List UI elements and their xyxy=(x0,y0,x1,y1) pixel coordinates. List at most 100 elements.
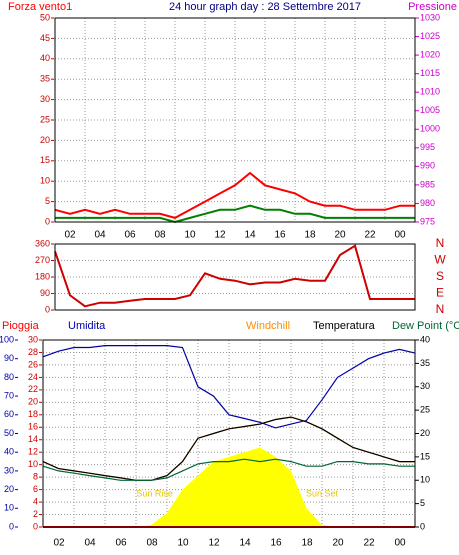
direction-label: N xyxy=(436,236,445,250)
series-line xyxy=(54,244,415,308)
series-line xyxy=(42,345,416,429)
y-tick-label: 28 xyxy=(28,347,38,357)
x-tick-label: 20 xyxy=(334,230,346,241)
y-tick-label: 10 xyxy=(40,176,50,186)
x-tick-label: 00 xyxy=(394,230,406,241)
series-line xyxy=(54,171,415,219)
y-tick-label: 6 xyxy=(33,484,38,494)
y-tick-label: 1000 xyxy=(420,124,440,134)
y-tick-label: 25 xyxy=(40,114,50,124)
y-tick-label: 90 xyxy=(40,288,50,298)
y-tick-label: 20 xyxy=(420,428,430,438)
y-tick-label: 0 xyxy=(45,304,50,314)
y-tick-label: 0 xyxy=(33,521,38,531)
x-tick-label: 12 xyxy=(208,538,220,549)
x-tick-label: 08 xyxy=(154,230,166,241)
y-tick-label: 5 xyxy=(420,498,425,508)
y-tick-label: 40 xyxy=(4,447,14,457)
x-tick-label: 12 xyxy=(214,230,226,241)
x-tick-label: 06 xyxy=(124,230,136,241)
y-tick-label: 1005 xyxy=(420,105,440,115)
series-line xyxy=(55,204,415,224)
x-tick-label: 10 xyxy=(177,538,189,549)
direction-label: N xyxy=(436,302,445,316)
y-tick-label: 30 xyxy=(28,334,38,344)
y-tick-label: 25 xyxy=(420,405,430,415)
y-tick-label: 270 xyxy=(35,255,50,265)
annotation: Sun Rise xyxy=(136,489,173,499)
legend-label: Temperatura xyxy=(313,320,376,332)
y-tick-label: 22 xyxy=(28,384,38,394)
y-tick-label: 360 xyxy=(35,238,50,248)
x-tick-label: 16 xyxy=(270,538,282,549)
y-tick-label: 20 xyxy=(40,135,50,145)
y-tick-label: 1025 xyxy=(420,31,440,41)
y-tick-label: 24 xyxy=(28,372,38,382)
y-tick-label: 26 xyxy=(28,359,38,369)
y-tick-label: 40 xyxy=(420,334,430,344)
direction-label: E xyxy=(436,286,444,300)
y-tick-label: 35 xyxy=(420,358,430,368)
y-tick-label: 15 xyxy=(420,451,430,461)
direction-label: S xyxy=(436,269,444,283)
x-tick-label: 04 xyxy=(94,230,106,241)
legend-label: Umidita xyxy=(68,320,106,332)
x-tick-label: 14 xyxy=(239,538,251,549)
y-tick-label: 15 xyxy=(40,155,50,165)
y-tick-label: 5 xyxy=(45,196,50,206)
y-tick-label: 10 xyxy=(4,503,14,513)
direction-label: W xyxy=(434,253,446,267)
series-line xyxy=(42,458,415,481)
y-tick-label: 35 xyxy=(40,74,50,84)
y-tick-label: 16 xyxy=(28,422,38,432)
y-tick-label: 80 xyxy=(4,372,14,382)
y-tick-label: 975 xyxy=(420,216,435,226)
x-tick-label: 04 xyxy=(84,538,96,549)
y-tick-label: 990 xyxy=(420,161,435,171)
y-tick-label: 70 xyxy=(4,390,14,400)
y-tick-label: 30 xyxy=(40,94,50,104)
legend-label: Windchill xyxy=(246,320,290,332)
area xyxy=(43,447,415,527)
y-tick-label: 20 xyxy=(4,484,14,494)
y-tick-label: 100 xyxy=(0,334,14,344)
y-tick-label: 1015 xyxy=(420,68,440,78)
y-tick-label: 18 xyxy=(28,409,38,419)
y-tick-label: 995 xyxy=(420,142,435,152)
y-tick-label: 12 xyxy=(28,447,38,457)
y-tick-label: 2 xyxy=(33,509,38,519)
y-tick-label: 8 xyxy=(33,472,38,482)
plot-frame xyxy=(42,339,416,528)
y-tick-label: 0 xyxy=(420,521,425,531)
x-tick-label: 20 xyxy=(332,538,344,549)
y-tick-label: 1020 xyxy=(420,49,440,59)
y-tick-label: 0 xyxy=(45,216,50,226)
legend-label: Dew Point (°C xyxy=(392,320,459,332)
y-tick-label: 50 xyxy=(40,12,50,22)
annotation: Sun Set xyxy=(306,489,339,499)
y-tick-label: 10 xyxy=(28,459,38,469)
y-tick-label: 45 xyxy=(40,33,50,43)
y-tick-label: 180 xyxy=(35,271,50,281)
x-tick-label: 18 xyxy=(301,538,313,549)
series-line xyxy=(42,416,415,481)
legend-label: Pioggia xyxy=(2,320,40,332)
y-tick-label: 30 xyxy=(420,381,430,391)
y-tick-label: 4 xyxy=(33,496,38,506)
x-tick-label: 22 xyxy=(364,230,376,241)
x-tick-label: 08 xyxy=(146,538,158,549)
x-tick-label: 06 xyxy=(115,538,127,549)
y-tick-label: 10 xyxy=(420,475,430,485)
legend-label: Forza vento1 xyxy=(8,1,72,13)
legend-label: Pressione xyxy=(408,1,457,13)
plot-frame xyxy=(54,243,416,311)
x-tick-label: 18 xyxy=(304,230,316,241)
y-tick-label: 1030 xyxy=(420,12,440,22)
x-tick-label: 22 xyxy=(363,538,375,549)
y-tick-label: 50 xyxy=(4,428,14,438)
x-tick-label: 02 xyxy=(64,230,76,241)
x-tick-label: 10 xyxy=(184,230,196,241)
plot-frame xyxy=(54,17,416,223)
y-tick-label: 14 xyxy=(28,434,38,444)
y-tick-label: 40 xyxy=(40,53,50,63)
